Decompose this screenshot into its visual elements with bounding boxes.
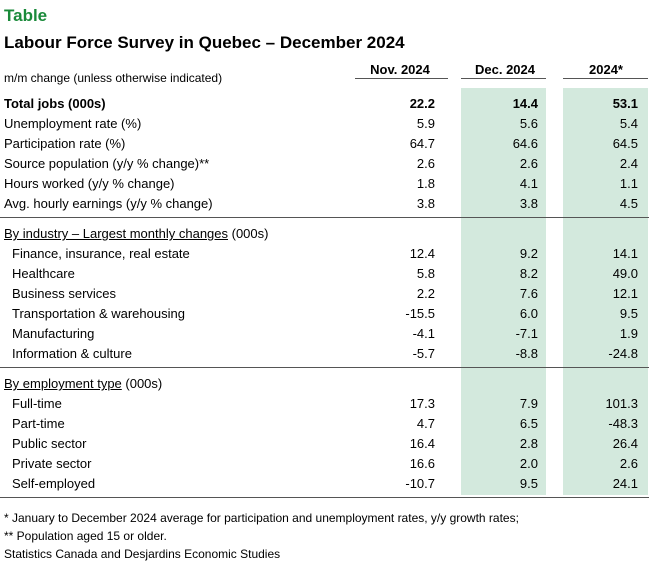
footnote-annual: * January to December 2024 average for p… bbox=[4, 511, 519, 525]
value-dec: 64.6 bbox=[512, 136, 538, 151]
value-nov: 1.8 bbox=[416, 176, 435, 191]
value-dec: 4.1 bbox=[519, 176, 538, 191]
row-label: Transportation & warehousing bbox=[12, 306, 185, 321]
section-heading-suffix: (000s) bbox=[228, 226, 269, 241]
section-heading-suffix: (000s) bbox=[121, 376, 163, 391]
value-dec: -8.8 bbox=[515, 346, 538, 361]
value-2024: -48.3 bbox=[608, 416, 638, 431]
value-dec: 7.9 bbox=[519, 396, 538, 411]
header-rule-dec bbox=[461, 78, 546, 79]
value-dec: 2.0 bbox=[519, 456, 538, 471]
value-nov: 16.6 bbox=[409, 456, 435, 471]
value-2024: 64.5 bbox=[612, 136, 638, 151]
table-title: Labour Force Survey in Quebec – December… bbox=[4, 33, 405, 52]
column-header-2024: 2024* bbox=[589, 62, 623, 77]
dec-2024-column-shade bbox=[461, 88, 546, 495]
row-label: Source population (y/y % change)** bbox=[4, 156, 210, 171]
value-nov: 17.3 bbox=[409, 396, 435, 411]
value-dec: 9.2 bbox=[519, 246, 538, 261]
row-label: Part-time bbox=[12, 416, 65, 431]
value-2024: 26.4 bbox=[612, 436, 638, 451]
annual-2024-column-shade bbox=[563, 88, 648, 495]
row-label: Finance, insurance, real estate bbox=[12, 246, 190, 261]
section-divider bbox=[0, 367, 649, 368]
section-heading-underlined: By industry – Largest monthly changes bbox=[4, 226, 229, 241]
value-nov: 5.8 bbox=[416, 266, 435, 281]
value-dec: 14.4 bbox=[512, 96, 538, 111]
value-dec: 2.6 bbox=[519, 156, 538, 171]
value-nov: 22.2 bbox=[409, 96, 435, 111]
value-dec: 8.2 bbox=[519, 266, 538, 281]
section-divider bbox=[0, 217, 649, 218]
row-label: Full-time bbox=[12, 396, 62, 411]
row-label: Hours worked (y/y % change) bbox=[4, 176, 175, 191]
value-nov: 64.7 bbox=[409, 136, 435, 151]
value-nov: 12.4 bbox=[409, 246, 435, 261]
source-note: Statistics Canada and Desjardins Economi… bbox=[4, 547, 281, 561]
value-nov: -5.7 bbox=[412, 346, 435, 361]
value-dec: 9.5 bbox=[519, 476, 538, 491]
value-dec: 6.0 bbox=[519, 306, 538, 321]
value-nov: 3.8 bbox=[416, 196, 435, 211]
value-nov: 2.2 bbox=[416, 286, 435, 301]
value-nov: -4.1 bbox=[412, 326, 435, 341]
value-2024: 53.1 bbox=[612, 96, 638, 111]
value-2024: 101.3 bbox=[605, 396, 638, 411]
row-label: Healthcare bbox=[12, 266, 75, 281]
value-dec: 7.6 bbox=[519, 286, 538, 301]
row-label: Information & culture bbox=[12, 346, 132, 361]
value-dec: 5.6 bbox=[519, 116, 538, 131]
value-dec: 6.5 bbox=[519, 416, 538, 431]
value-nov: 2.6 bbox=[416, 156, 435, 171]
header-rule-2024 bbox=[563, 78, 648, 79]
value-2024: 2.6 bbox=[619, 456, 638, 471]
value-2024: 1.9 bbox=[619, 326, 638, 341]
row-label: Private sector bbox=[12, 456, 92, 471]
value-2024: 1.1 bbox=[619, 176, 638, 191]
row-label: Unemployment rate (%) bbox=[4, 116, 142, 131]
value-2024: 9.5 bbox=[619, 306, 638, 321]
value-nov: -15.5 bbox=[405, 306, 435, 321]
value-2024: 14.1 bbox=[612, 246, 638, 261]
table-bottom-rule bbox=[0, 497, 649, 498]
value-nov: 5.9 bbox=[416, 116, 435, 131]
row-label: Public sector bbox=[12, 436, 87, 451]
section-heading-underlined: By employment type bbox=[4, 376, 122, 391]
table-kicker: Table bbox=[4, 6, 48, 25]
value-2024: 5.4 bbox=[619, 116, 638, 131]
row-label: Participation rate (%) bbox=[4, 136, 126, 151]
section-heading: By employment type (000s) bbox=[4, 376, 162, 391]
footnote-population: ** Population aged 15 or older. bbox=[4, 529, 167, 543]
column-header-nov-2024: Nov. 2024 bbox=[370, 62, 430, 77]
value-2024: 2.4 bbox=[619, 156, 638, 171]
value-2024: -24.8 bbox=[608, 346, 638, 361]
value-2024: 4.5 bbox=[619, 196, 638, 211]
column-header-dec-2024: Dec. 2024 bbox=[475, 62, 535, 77]
header-rule-nov bbox=[355, 78, 448, 79]
row-label: Self-employed bbox=[12, 476, 96, 491]
value-2024: 12.1 bbox=[612, 286, 638, 301]
table-subheader: m/m change (unless otherwise indicated) bbox=[4, 71, 223, 85]
value-nov: 4.7 bbox=[416, 416, 435, 431]
value-2024: 49.0 bbox=[612, 266, 638, 281]
value-dec: -7.1 bbox=[515, 326, 538, 341]
value-nov: 16.4 bbox=[409, 436, 435, 451]
value-dec: 2.8 bbox=[519, 436, 538, 451]
value-nov: -10.7 bbox=[405, 476, 435, 491]
value-dec: 3.8 bbox=[519, 196, 538, 211]
section-heading: By industry – Largest monthly changes (0… bbox=[4, 226, 268, 241]
value-2024: 24.1 bbox=[612, 476, 638, 491]
row-label: Business services bbox=[12, 286, 117, 301]
row-label: Manufacturing bbox=[12, 326, 95, 341]
row-label: Total jobs (000s) bbox=[4, 96, 106, 111]
row-label: Avg. hourly earnings (y/y % change) bbox=[4, 196, 213, 211]
